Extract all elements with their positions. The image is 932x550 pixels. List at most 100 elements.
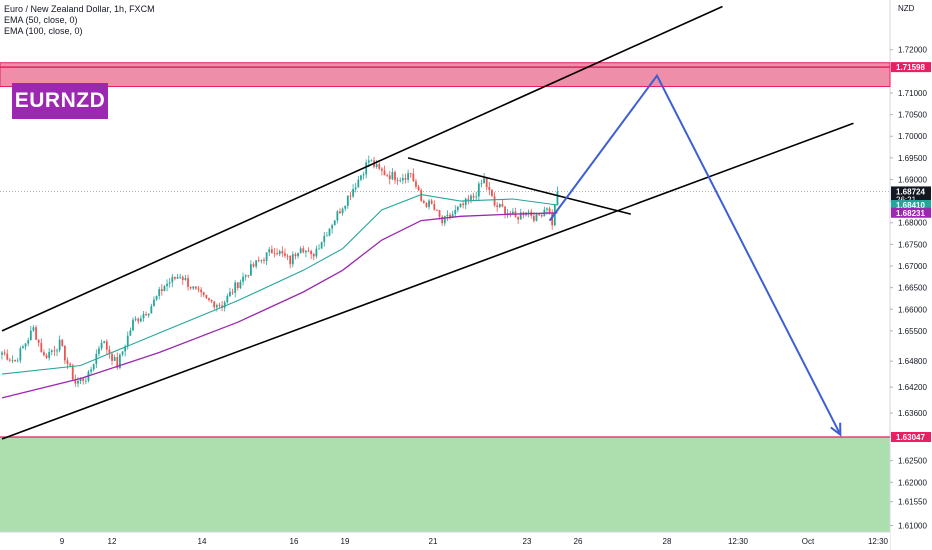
candle-body xyxy=(223,302,226,308)
candle-body xyxy=(58,339,61,351)
candle-body xyxy=(281,251,284,254)
candle-body xyxy=(491,190,493,197)
candle-body xyxy=(467,198,470,200)
candle-body xyxy=(375,164,378,167)
legend-ema100: EMA (100, close, 0) xyxy=(4,26,83,36)
candle-body xyxy=(145,314,147,316)
candle-body xyxy=(184,278,187,281)
x-tick-label: 12 xyxy=(108,537,117,546)
candle-body xyxy=(200,289,203,293)
candle-body xyxy=(79,378,82,382)
candle-body xyxy=(155,295,158,300)
candle-body xyxy=(35,327,37,340)
candle-body xyxy=(386,175,389,177)
candle-body xyxy=(103,341,106,343)
y-tick-label: 1.71000 xyxy=(898,89,927,98)
candle-body xyxy=(302,248,305,253)
last-price-tag-text: 1.68724 xyxy=(896,187,925,196)
candle-body xyxy=(477,183,480,197)
candle-body xyxy=(273,253,276,254)
candle-body xyxy=(383,170,386,176)
candle-body xyxy=(197,288,200,290)
candle-body xyxy=(247,275,250,277)
candle-body xyxy=(50,350,53,352)
candle-body xyxy=(409,173,412,174)
y-tick-label: 1.61000 xyxy=(898,522,927,531)
candle-body xyxy=(546,208,548,210)
candle-body xyxy=(1,352,3,355)
candle-body xyxy=(121,351,124,355)
time-axis[interactable]: 9 12 14 16 19 21 23 26 28 12:30 Oct 12:30 xyxy=(60,537,889,546)
candle-body xyxy=(517,216,520,220)
candle-body xyxy=(404,178,407,180)
candle-body xyxy=(63,345,66,361)
y-tick-label: 1.64800 xyxy=(898,357,927,366)
candle-body xyxy=(480,183,483,185)
candle-body xyxy=(493,196,496,206)
candle-body xyxy=(166,283,168,287)
candle-body xyxy=(459,203,462,208)
candle-body xyxy=(456,207,459,211)
candle-body xyxy=(134,318,137,320)
candle-body xyxy=(215,305,218,308)
candle-body xyxy=(48,351,51,358)
candle-body xyxy=(325,235,328,237)
candle-body xyxy=(268,249,271,253)
candle-body xyxy=(362,174,365,176)
candle-body xyxy=(32,327,35,331)
triangle-top-line xyxy=(407,157,631,215)
candle-body xyxy=(519,212,522,220)
candle-body xyxy=(189,286,192,289)
legend-ema50: EMA (50, close, 0) xyxy=(4,15,78,25)
chart-legend: Euro / New Zealand Dollar, 1h, FXCM EMA … xyxy=(4,4,155,37)
candle-body xyxy=(40,342,43,353)
candle-body xyxy=(504,206,506,215)
y-tick-label: 1.72000 xyxy=(898,46,927,55)
candle-body xyxy=(239,281,242,288)
candle-body xyxy=(236,282,239,288)
ema100-price-tag-text: 1.68231 xyxy=(896,209,925,218)
candle-body xyxy=(341,208,344,214)
candle-body xyxy=(399,180,402,182)
candle-body xyxy=(328,228,331,236)
candle-body xyxy=(194,286,197,289)
candle-body xyxy=(446,214,449,217)
candle-body xyxy=(150,306,153,314)
candle-body xyxy=(250,264,252,276)
target-price-tag-text: 1.63047 xyxy=(896,433,925,442)
resistance-zone xyxy=(0,62,891,88)
x-tick-label: Oct xyxy=(802,537,815,546)
time-axis-background xyxy=(0,532,890,550)
candle-body xyxy=(422,200,425,203)
candle-body xyxy=(27,340,30,344)
candle-body xyxy=(485,178,488,188)
x-tick-label: 19 xyxy=(341,537,350,546)
candle-body xyxy=(181,276,184,281)
candle-body xyxy=(532,215,535,221)
y-tick-label: 1.69500 xyxy=(898,154,927,163)
candle-body xyxy=(270,249,273,254)
y-tick-label: 1.66500 xyxy=(898,284,927,293)
last-price-tag-bg xyxy=(891,186,931,205)
candle-body xyxy=(265,252,268,261)
candle-body xyxy=(137,318,140,322)
candle-body xyxy=(231,291,234,293)
candle-body xyxy=(113,357,116,361)
y-tick-label: 1.62500 xyxy=(898,457,927,466)
candle-body xyxy=(336,211,339,221)
candle-body xyxy=(160,289,163,292)
candle-body xyxy=(312,254,315,257)
candle-body xyxy=(438,210,441,217)
candle-body xyxy=(365,162,368,175)
candle-body xyxy=(551,212,554,226)
y-tick-label: 1.62000 xyxy=(898,478,927,487)
candle-body xyxy=(318,248,320,250)
candle-body xyxy=(488,187,491,191)
channel-upper-line xyxy=(1,5,723,332)
candle-body xyxy=(451,214,454,218)
candle-body xyxy=(506,213,509,215)
drawings xyxy=(1,5,854,440)
projection-arrowhead xyxy=(830,422,842,437)
